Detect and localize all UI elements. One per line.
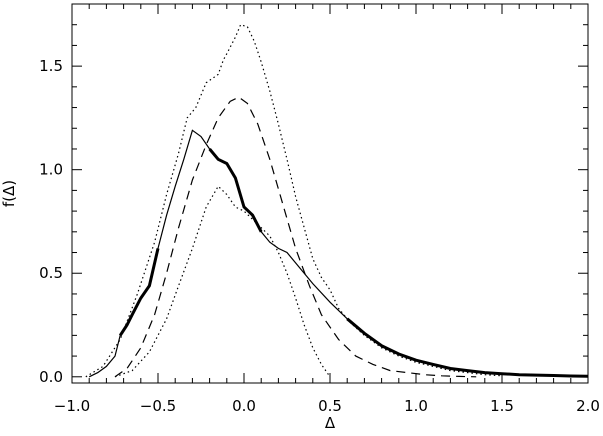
y-axis-label: f(Δ) <box>0 180 18 207</box>
x-tick-label: 1.5 <box>490 397 514 415</box>
y-tick-label: 0.5 <box>39 264 63 282</box>
x-tick-label: −1.0 <box>54 397 90 415</box>
ticks-layer: −1.0 −0.5 0.0 0.5 1.0 1.5 2.0 0.0 0.5 1.0 1.5 <box>39 3 600 415</box>
series-bold-segment-2 <box>346 317 588 378</box>
series-bold-segment-0 <box>118 248 160 337</box>
x-tick-label: 0.0 <box>232 397 256 415</box>
series-layer <box>85 23 588 378</box>
series-bold-segment-1 <box>208 148 263 233</box>
y-tick-label: 1.0 <box>39 161 63 179</box>
y-tick-label: 0.0 <box>39 368 63 386</box>
x-tick-label: 2.0 <box>576 397 600 415</box>
x-axis-label: Δ <box>325 414 336 432</box>
x-tick-label: 1.0 <box>404 397 428 415</box>
series-line-dotted-1 <box>114 185 331 378</box>
x-tick-label: −0.5 <box>140 397 176 415</box>
series-line-dashed-2 <box>114 96 477 378</box>
y-tick-label: 1.5 <box>39 57 63 75</box>
x-tick-label: 0.5 <box>318 397 342 415</box>
series-line-dotted-0 <box>85 23 503 378</box>
